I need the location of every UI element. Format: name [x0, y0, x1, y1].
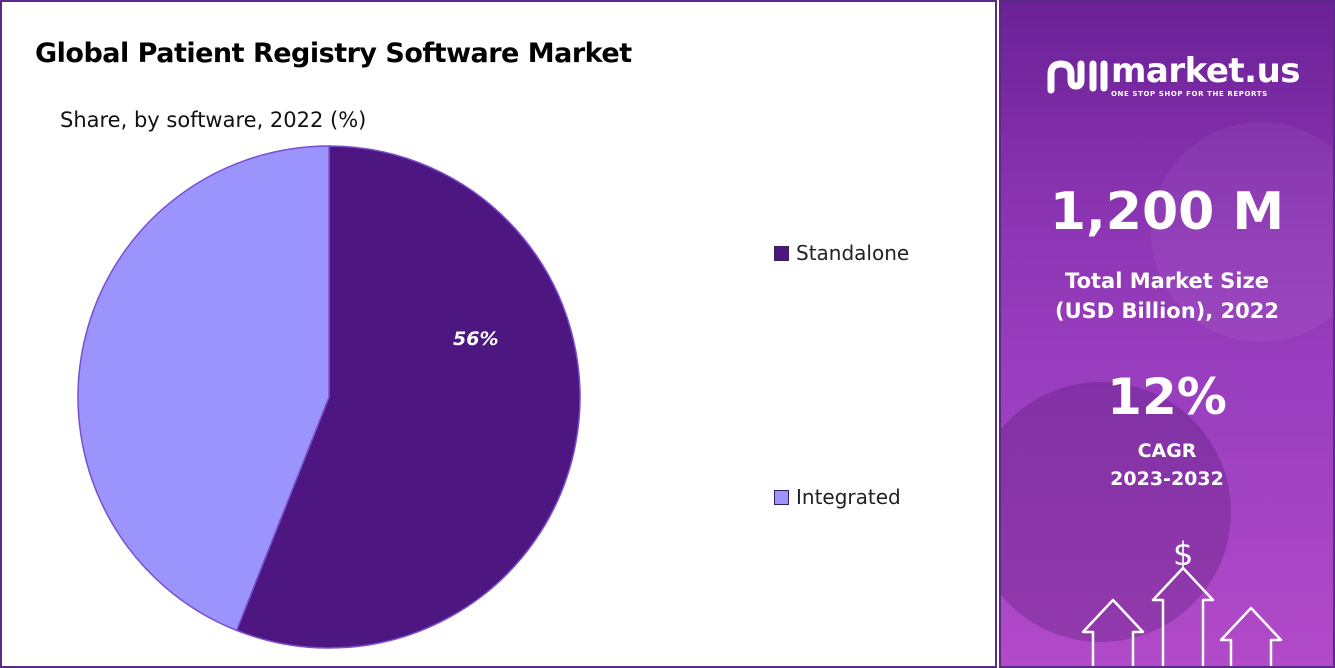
legend-label-standalone: Standalone	[796, 241, 910, 265]
cagr-period: 2023-2032	[1110, 468, 1224, 490]
legend-swatch-integrated	[774, 489, 789, 505]
market-size-value: 1,200 M	[1049, 182, 1285, 242]
market-size-unit: (USD Billion), 2022	[1054, 299, 1280, 323]
brand-text-group: market.us ONE STOP SHOP FOR THE REPORTS	[1111, 51, 1301, 98]
cagr-value: 12%	[1107, 368, 1227, 426]
market-us-logo-icon	[1047, 60, 1108, 94]
chart-panel: Global Patient Registry Software Market …	[0, 0, 997, 668]
pie-chart: 56%	[77, 145, 581, 649]
cagr-label: CAGR	[1137, 440, 1197, 462]
dollar-icon: $	[1173, 535, 1194, 573]
up-arrows-icon	[1081, 566, 1283, 666]
brand-name: market.us	[1111, 51, 1301, 91]
chart-subtitle: Share, by software, 2022 (%)	[60, 108, 367, 132]
background-decoration	[1151, 122, 1333, 342]
pie-slice-standalone	[235, 145, 581, 649]
chart-title: Global Patient Registry Software Market	[35, 38, 632, 69]
brand-tagline: ONE STOP SHOP FOR THE REPORTS	[1111, 90, 1268, 98]
legend-item-standalone: Standalone	[774, 241, 909, 265]
summary-panel: market.us ONE STOP SHOP FOR THE REPORTS …	[999, 0, 1335, 668]
market-size-label: Total Market Size	[1065, 269, 1269, 293]
pie-slice-integrated	[77, 145, 330, 632]
brand-logo: market.us ONE STOP SHOP FOR THE REPORTS	[1045, 51, 1301, 98]
data-label-standalone: 56%	[453, 328, 498, 350]
legend-label-integrated: Integrated	[796, 485, 901, 509]
legend-swatch-standalone	[774, 245, 789, 261]
background-decoration	[1001, 382, 1231, 642]
legend-item-integrated: Integrated	[774, 485, 901, 509]
